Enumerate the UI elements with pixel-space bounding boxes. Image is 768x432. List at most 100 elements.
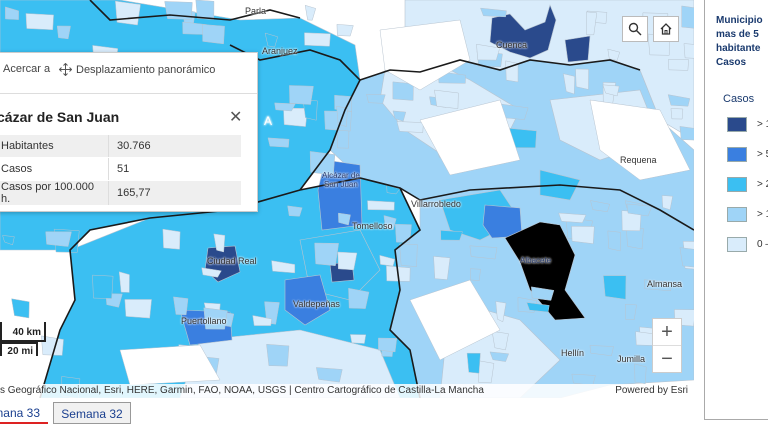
municipality-region[interactable] [267, 137, 290, 148]
municipality-region[interactable] [392, 110, 407, 122]
municipality-region[interactable] [5, 6, 19, 20]
municipality-region[interactable] [575, 68, 589, 90]
municipality-region[interactable] [670, 108, 684, 120]
municipality-region[interactable] [302, 100, 318, 121]
municipality-region[interactable] [504, 221, 586, 321]
municipality-region[interactable] [440, 230, 463, 241]
municipality-region[interactable] [304, 4, 317, 21]
municipality-region[interactable] [2, 235, 15, 246]
municipality-region[interactable] [252, 315, 273, 326]
municipality-region[interactable] [337, 251, 358, 271]
municipality-region[interactable] [433, 256, 451, 280]
municipality-region[interactable] [203, 307, 228, 330]
municipality-region[interactable] [683, 43, 694, 59]
municipality-region[interactable] [289, 85, 314, 105]
municipality-region[interactable] [41, 335, 64, 356]
municipality-region[interactable] [489, 4, 557, 59]
municipality-region[interactable] [489, 351, 510, 362]
municipality-region[interactable] [667, 94, 691, 107]
zoom-out-button[interactable]: − [653, 345, 681, 372]
close-icon[interactable]: ✕ [229, 109, 243, 126]
municipality-region[interactable] [274, 102, 296, 112]
municipality-region[interactable] [349, 334, 367, 344]
municipality-region[interactable] [195, 0, 215, 20]
municipality-region[interactable] [317, 159, 363, 231]
municipality-region[interactable] [602, 84, 620, 97]
municipality-region[interactable] [558, 212, 587, 223]
municipality-region[interactable] [213, 233, 226, 253]
municipality-region[interactable] [56, 25, 71, 40]
municipality-region[interactable] [283, 107, 308, 127]
municipality-region[interactable] [643, 279, 673, 292]
municipality-region[interactable] [526, 302, 550, 313]
municipality-region[interactable] [495, 301, 507, 323]
municipality-region[interactable] [11, 298, 30, 319]
municipality-region[interactable] [626, 203, 653, 217]
municipality-region[interactable] [348, 287, 370, 309]
municipality-region[interactable] [469, 245, 498, 260]
municipality-region[interactable] [589, 345, 614, 357]
municipality-region[interactable] [571, 226, 595, 244]
municipality-region[interactable] [45, 231, 72, 247]
home-button[interactable] [653, 16, 679, 42]
municipality-region[interactable] [315, 367, 343, 383]
municipality-region[interactable] [266, 343, 290, 367]
pan-action[interactable]: Desplazamiento panorámico [59, 63, 215, 76]
municipality-region[interactable] [679, 247, 694, 268]
municipality-region[interactable] [480, 7, 507, 18]
municipality-region[interactable] [379, 254, 396, 267]
municipality-region[interactable] [434, 89, 459, 109]
municipality-region[interactable] [202, 24, 225, 45]
municipality-region[interactable] [563, 73, 575, 95]
municipality-region[interactable] [314, 242, 339, 267]
municipality-region[interactable] [603, 275, 627, 300]
municipality-region[interactable] [470, 268, 481, 281]
municipality-region[interactable] [304, 32, 331, 47]
municipality-region[interactable] [25, 13, 54, 31]
municipality-region[interactable] [396, 121, 424, 133]
municipality-region[interactable] [399, 243, 418, 267]
municipality-region[interactable] [681, 5, 694, 29]
municipality-region[interactable] [476, 43, 501, 61]
municipality-region[interactable] [395, 224, 412, 243]
municipality-region[interactable] [505, 60, 519, 83]
tab-semana-33[interactable]: mana 33 [0, 402, 48, 424]
municipality-region[interactable] [366, 93, 386, 104]
municipality-region[interactable] [625, 304, 637, 320]
municipality-region[interactable] [531, 286, 555, 301]
municipality-region[interactable] [392, 81, 414, 101]
municipality-region[interactable] [271, 260, 296, 274]
municipality-region[interactable] [92, 274, 114, 299]
municipality-region[interactable] [564, 35, 591, 63]
municipality-region[interactable] [378, 337, 398, 353]
municipality-region[interactable] [338, 212, 351, 226]
municipality-region[interactable] [336, 24, 354, 37]
zoom-in-button[interactable]: + [661, 320, 673, 343]
municipality-region[interactable] [173, 296, 189, 316]
municipality-region[interactable] [607, 230, 621, 252]
municipality-region[interactable] [287, 205, 303, 217]
municipality-region[interactable] [586, 11, 598, 36]
municipality-region[interactable] [201, 267, 222, 278]
municipality-region[interactable] [162, 228, 181, 250]
search-button[interactable] [622, 16, 648, 42]
municipality-region[interactable] [466, 352, 481, 374]
municipality-region[interactable] [383, 215, 397, 231]
zoom-to-action[interactable]: Acercar a [3, 63, 50, 75]
municipality-region[interactable] [661, 195, 673, 211]
municipality-region[interactable] [118, 271, 130, 293]
map-view[interactable]: Parla Aranjuez Cuenca Requena Alcázar de… [0, 0, 694, 398]
municipality-region[interactable] [590, 200, 611, 213]
municipality-region[interactable] [124, 299, 152, 319]
municipality-region[interactable] [634, 363, 647, 385]
municipality-region[interactable] [607, 48, 621, 61]
municipality-region[interactable] [679, 126, 694, 141]
powered-by-esri[interactable]: Powered by Esri [615, 385, 688, 396]
municipality-region[interactable] [668, 59, 689, 71]
municipality-region[interactable] [478, 360, 495, 384]
municipality-region[interactable] [284, 274, 331, 326]
municipality-region[interactable] [491, 331, 509, 351]
municipality-region[interactable] [367, 200, 395, 211]
tab-semana-32[interactable]: Semana 32 [53, 402, 131, 424]
municipality-region[interactable] [115, 0, 141, 26]
